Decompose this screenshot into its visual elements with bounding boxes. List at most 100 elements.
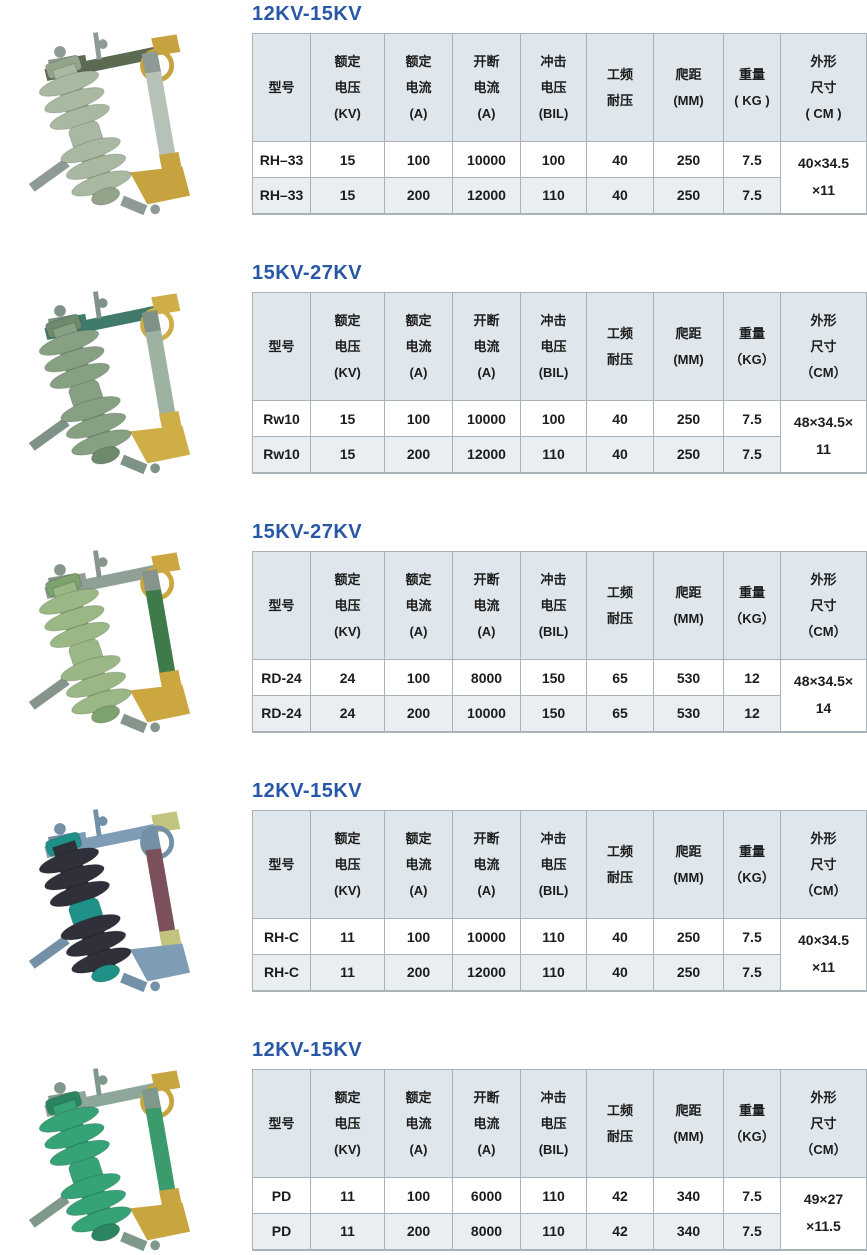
- product-section: 12KV-15KV 型号 额定 电压 (KV) 额定 电流 (A) 开断 电流 …: [0, 3, 867, 219]
- bottom-hardware-shape: [120, 713, 160, 734]
- bottom-hardware-shape: [120, 454, 160, 475]
- fuse-cutout-photo: [0, 262, 252, 478]
- cell-weight: 7.5: [723, 400, 781, 437]
- spec-block: 15KV-27KV 型号 额定 电压 (KV) 额定 电流 (A) 开断 电流 …: [252, 521, 867, 737]
- cell-model: Rw10: [252, 436, 311, 473]
- cell-model: PD: [252, 1177, 311, 1214]
- cell-rated-voltage: 15: [310, 436, 385, 473]
- cell-breaking-current: 10000: [452, 141, 521, 178]
- table-row: PD 11 200 8000 110 42 340 7.5: [252, 1213, 867, 1250]
- header-cell-weight: 重量 （KG）: [723, 551, 781, 660]
- cell-breaking-current: 8000: [452, 659, 521, 696]
- header-cell-impulse-voltage: 冲击 电压 (BIL): [520, 292, 587, 401]
- insulator-bottom-cap: [91, 446, 121, 465]
- cell-weight: 7.5: [723, 954, 781, 991]
- header-cell-rated-voltage: 额定 电压 (KV): [310, 292, 385, 401]
- section-title: 12KV-15KV: [252, 3, 363, 25]
- fuse-tube-shape: [145, 589, 177, 682]
- cell-creepage: 340: [653, 1177, 724, 1214]
- header-cell-dimensions: 外形 尺寸 （CM）: [780, 292, 867, 401]
- lead-spike-shape: [28, 417, 70, 451]
- bottom-assembly-shape: [129, 684, 191, 723]
- cell-creepage: 250: [653, 177, 724, 214]
- header-cell-model: 型号: [252, 1069, 311, 1178]
- cell-dimensions: 40×34.5 ×11: [780, 918, 867, 991]
- header-cell-creepage: 爬距 (MM): [653, 33, 724, 142]
- cell-creepage: 250: [653, 436, 724, 473]
- cell-breaking-current: 12000: [452, 954, 521, 991]
- cell-rated-current: 200: [384, 436, 453, 473]
- cell-impulse-voltage: 100: [520, 400, 587, 437]
- cell-rated-voltage: 24: [310, 695, 385, 732]
- cell-creepage: 250: [653, 918, 724, 955]
- cell-breaking-current: 12000: [452, 177, 521, 214]
- cell-impulse-voltage: 110: [520, 177, 587, 214]
- header-cell-rated-current: 额定 电流 (A): [384, 551, 453, 660]
- cell-power-freq-withstand: 65: [586, 659, 654, 696]
- fuse-tube-shape: [145, 1107, 177, 1200]
- spec-table: 型号 额定 电压 (KV) 额定 电流 (A) 开断 电流 (A) 冲击 电压 …: [252, 810, 867, 992]
- spec-table: 型号 额定 电压 (KV) 额定 电流 (A) 开断 电流 (A) 冲击 电压 …: [252, 33, 867, 215]
- header-cell-breaking-current: 开断 电流 (A): [452, 1069, 521, 1178]
- fuse-cutout-photo: [0, 780, 252, 996]
- lead-spike-shape: [28, 935, 70, 969]
- cell-weight: 7.5: [723, 918, 781, 955]
- section-title: 15KV-27KV: [252, 521, 363, 543]
- header-cell-breaking-current: 开断 电流 (A): [452, 292, 521, 401]
- product-section: 15KV-27KV 型号 额定 电压 (KV) 额定 电流 (A) 开断 电流 …: [0, 521, 867, 737]
- tube-ferrule-shape: [159, 1187, 182, 1206]
- fuse-cutout-illustration: [28, 1068, 191, 1252]
- table-header-row: 型号 额定 电压 (KV) 额定 电流 (A) 开断 电流 (A) 冲击 电压 …: [252, 551, 867, 660]
- cell-rated-voltage: 11: [310, 1177, 385, 1214]
- product-section: 15KV-27KV 型号 额定 电压 (KV) 额定 电流 (A) 开断 电流 …: [0, 262, 867, 478]
- cell-rated-voltage: 15: [310, 141, 385, 178]
- cell-power-freq-withstand: 40: [586, 436, 654, 473]
- header-cell-model: 型号: [252, 292, 311, 401]
- cell-model: RH-C: [252, 918, 311, 955]
- cell-power-freq-withstand: 42: [586, 1177, 654, 1214]
- header-cell-rated-voltage: 额定 电压 (KV): [310, 810, 385, 919]
- header-cell-impulse-voltage: 冲击 电压 (BIL): [520, 810, 587, 919]
- header-cell-creepage: 爬距 (MM): [653, 551, 724, 660]
- product-section: 12KV-15KV 型号 额定 电压 (KV) 额定 电流 (A) 开断 电流 …: [0, 780, 867, 996]
- spec-block: 15KV-27KV 型号 额定 电压 (KV) 额定 电流 (A) 开断 电流 …: [252, 262, 867, 478]
- cell-rated-current: 200: [384, 695, 453, 732]
- cell-dimensions: 48×34.5× 14: [780, 659, 867, 732]
- cell-breaking-current: 10000: [452, 695, 521, 732]
- cell-weight: 7.5: [723, 436, 781, 473]
- cell-weight: 7.5: [723, 177, 781, 214]
- cell-breaking-current: 6000: [452, 1177, 521, 1214]
- header-cell-weight: 重量 （KG）: [723, 1069, 781, 1178]
- bottom-hardware-shape: [120, 972, 160, 993]
- cell-breaking-current: 10000: [452, 918, 521, 955]
- hinge-shape: [141, 827, 161, 852]
- table-row: RH-C 11 100 10000 110 40 250 7.5 40×34.5…: [252, 918, 867, 991]
- header-cell-power-freq-withstand: 工频 耐压: [586, 810, 654, 919]
- table-row: PD 11 100 6000 110 42 340 7.5 49×27 ×11.…: [252, 1177, 867, 1250]
- section-title: 15KV-27KV: [252, 262, 363, 284]
- header-cell-rated-current: 额定 电流 (A): [384, 810, 453, 919]
- cell-rated-voltage: 15: [310, 177, 385, 214]
- header-cell-rated-voltage: 额定 电压 (KV): [310, 551, 385, 660]
- header-cell-breaking-current: 开断 电流 (A): [452, 551, 521, 660]
- cell-rated-current: 100: [384, 141, 453, 178]
- cell-impulse-voltage: 100: [520, 141, 587, 178]
- fuse-cutout-photo: [0, 521, 252, 737]
- fuse-tube-shape: [145, 330, 177, 423]
- fuse-tube-shape: [145, 848, 177, 941]
- section-title: 12KV-15KV: [252, 1039, 363, 1061]
- cell-model: RH–33: [252, 177, 311, 214]
- header-cell-breaking-current: 开断 电流 (A): [452, 33, 521, 142]
- header-cell-model: 型号: [252, 33, 311, 142]
- cell-dimensions: 40×34.5 ×11: [780, 141, 867, 214]
- lead-spike-shape: [28, 158, 70, 192]
- fuse-cutout-illustration: [28, 809, 191, 993]
- bottom-hardware-shape: [120, 195, 160, 216]
- table-row: RH–33 15 100 10000 100 40 250 7.5 40×34.…: [252, 141, 867, 214]
- bottom-assembly-shape: [129, 425, 191, 464]
- table-header-row: 型号 额定 电压 (KV) 额定 电流 (A) 开断 电流 (A) 冲击 电压 …: [252, 810, 867, 919]
- cell-creepage: 250: [653, 954, 724, 991]
- header-cell-rated-voltage: 额定 电压 (KV): [310, 1069, 385, 1178]
- fuse-cutout-photo: [0, 1039, 252, 1255]
- cell-power-freq-withstand: 42: [586, 1213, 654, 1250]
